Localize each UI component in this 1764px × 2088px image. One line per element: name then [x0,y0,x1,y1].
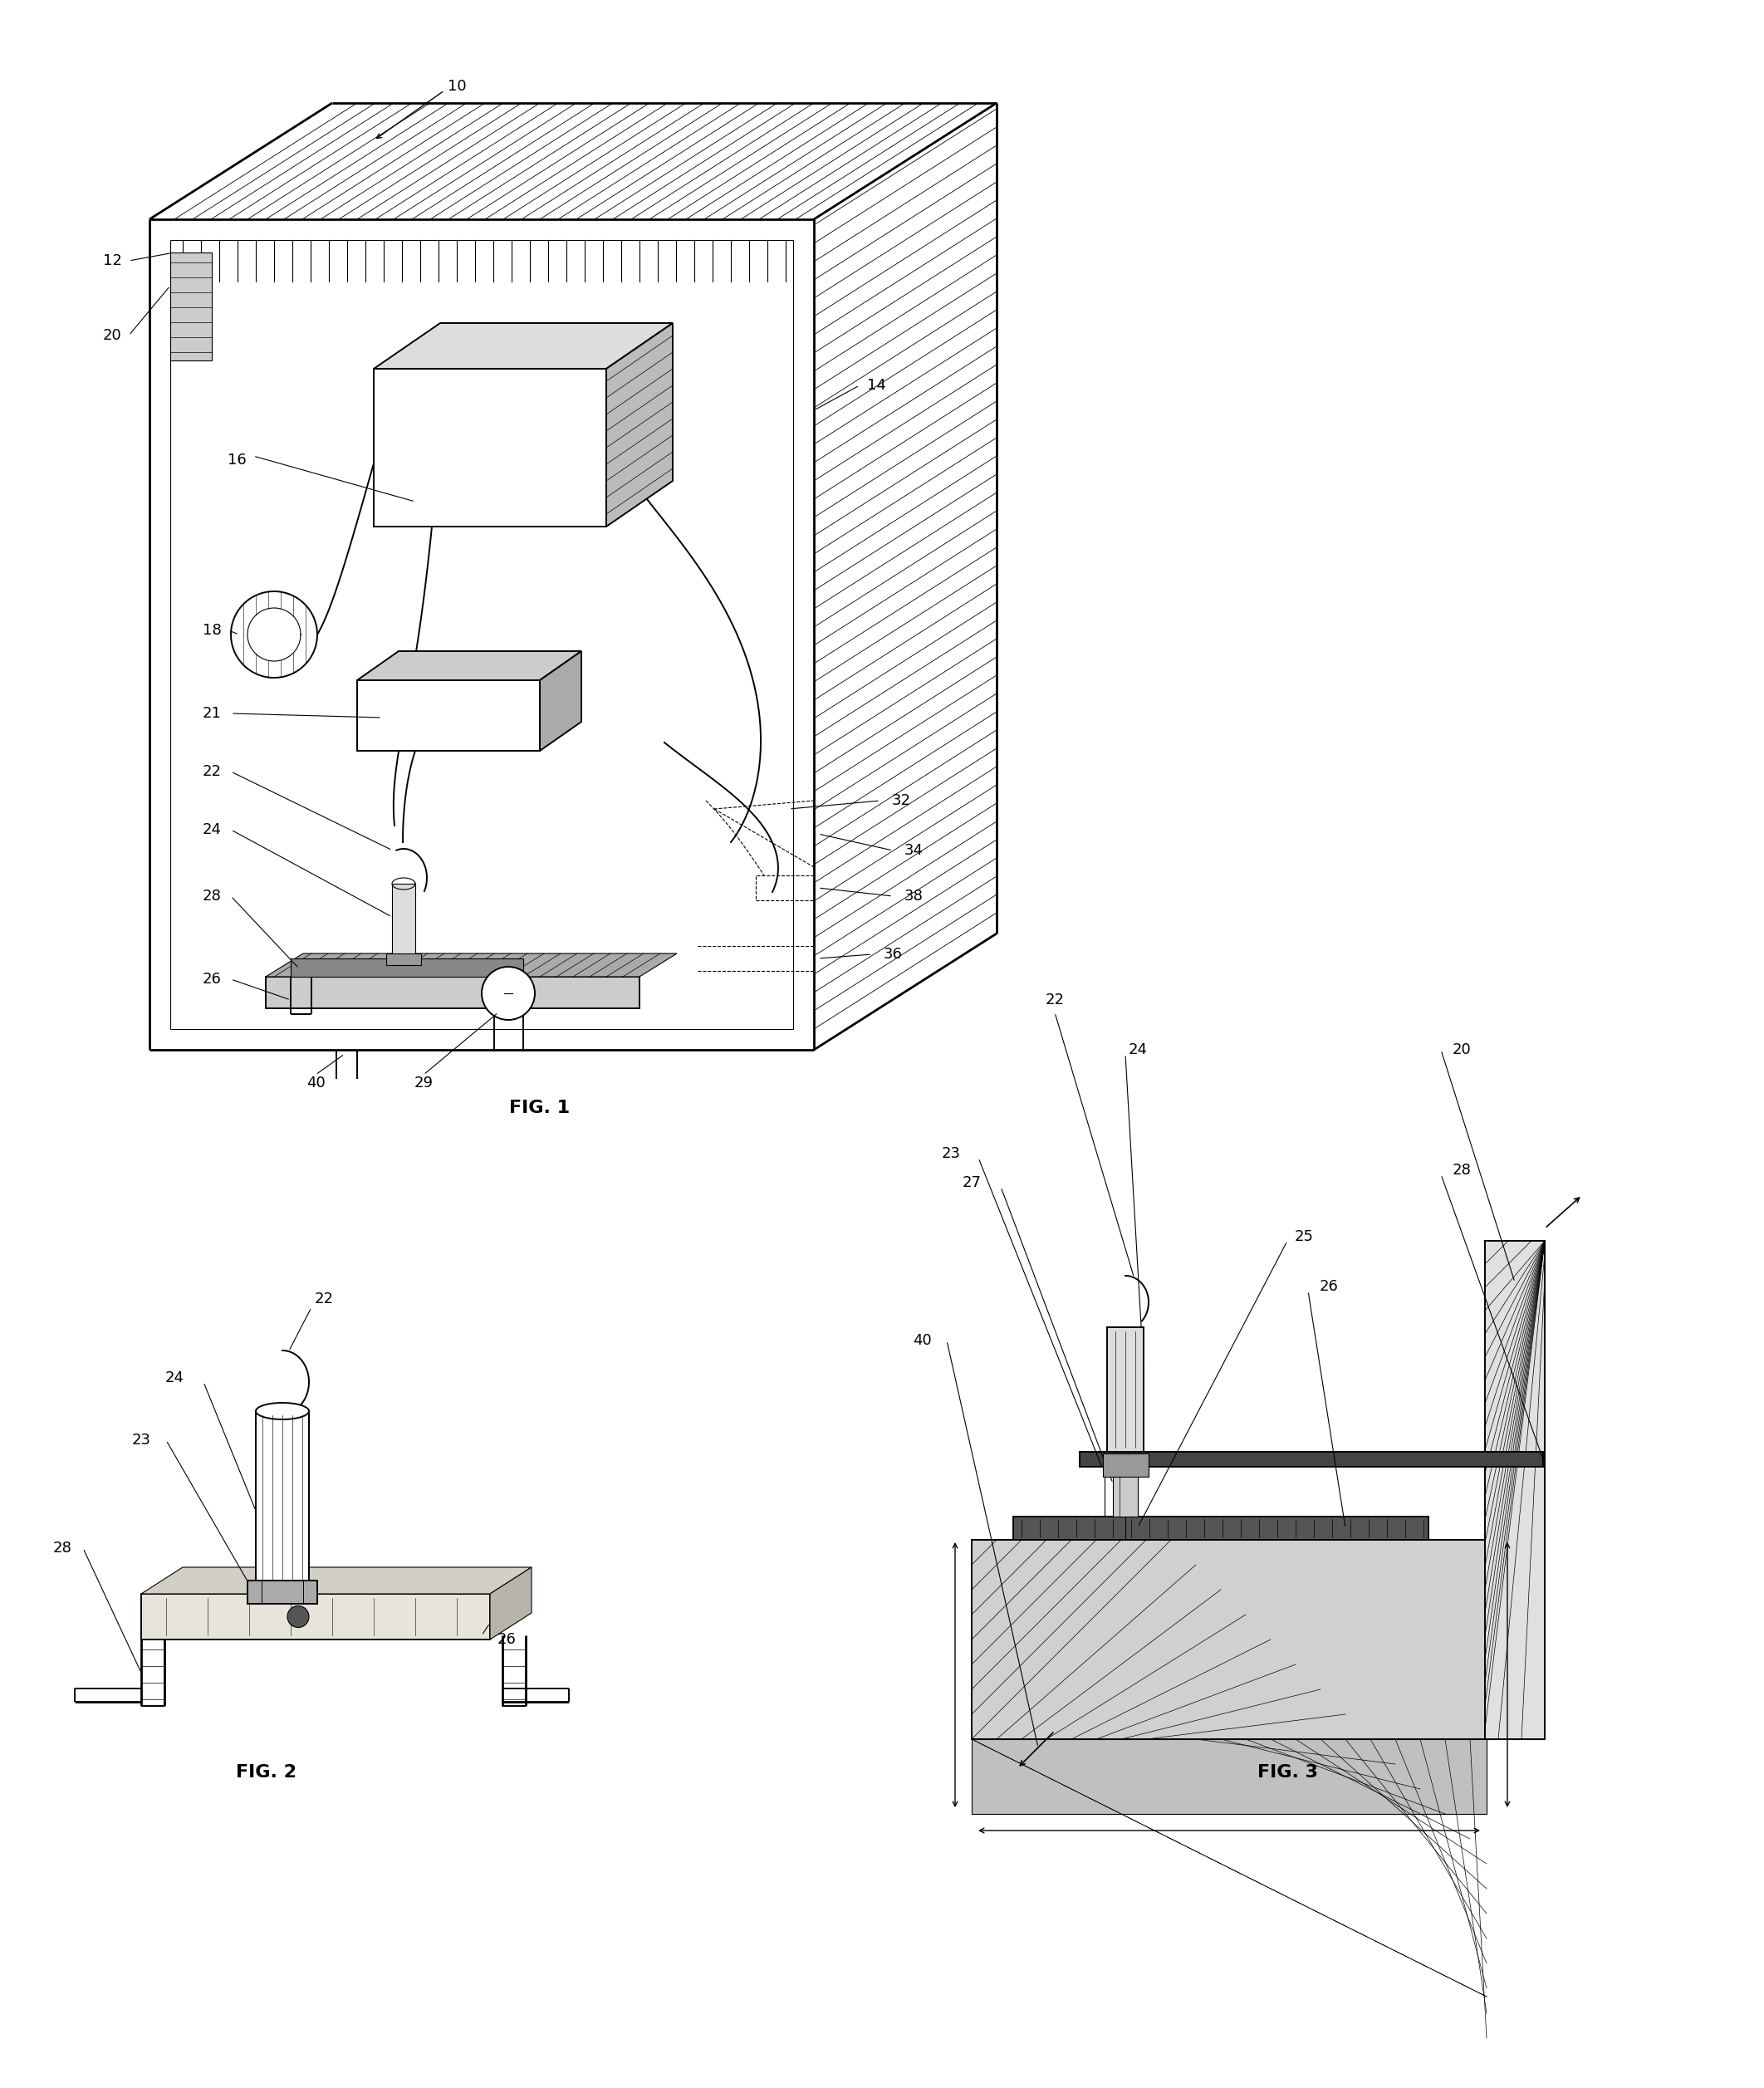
Text: 24: 24 [164,1370,183,1384]
Text: 26: 26 [1319,1280,1339,1295]
Circle shape [482,967,534,1019]
Bar [972,1739,1487,1814]
Bar [291,958,524,977]
Text: 38: 38 [905,889,923,904]
Text: 24: 24 [1129,1042,1147,1057]
Bar [141,1593,490,1639]
Bar [386,954,422,965]
Bar [356,681,540,752]
Polygon shape [540,651,582,752]
Text: 40: 40 [307,1075,325,1090]
Text: 26: 26 [497,1633,517,1647]
Text: 29: 29 [415,1075,434,1090]
Text: 14: 14 [866,378,886,393]
Text: FIG. 2: FIG. 2 [235,1764,296,1781]
Text: 21: 21 [203,706,220,720]
Polygon shape [490,1568,531,1639]
Text: 24: 24 [203,823,220,837]
Text: 28: 28 [53,1541,72,1556]
Text: FIG. 3: FIG. 3 [1258,1764,1318,1781]
Bar [392,883,415,958]
Bar [374,370,607,526]
Bar [247,1581,318,1604]
Polygon shape [141,1568,531,1593]
Text: 22: 22 [1046,992,1064,1006]
Text: 10: 10 [448,79,466,94]
Polygon shape [356,651,582,681]
Bar [1080,1451,1544,1466]
Text: 28: 28 [203,889,220,904]
Bar [1485,1240,1545,1739]
Text: 12: 12 [102,253,122,267]
Text: 27: 27 [961,1176,981,1190]
Text: 23: 23 [942,1146,960,1161]
Text: 32: 32 [891,793,910,808]
Text: 25: 25 [1295,1230,1314,1244]
Bar [171,253,212,361]
Polygon shape [266,954,677,977]
Text: 36: 36 [884,946,903,963]
Text: 18: 18 [203,622,220,637]
Bar [1113,1466,1138,1516]
Bar [266,977,640,1009]
Text: 22: 22 [314,1292,333,1307]
Text: 26: 26 [203,971,220,988]
Text: 23: 23 [132,1432,150,1447]
Text: 40: 40 [912,1332,931,1349]
Text: 20: 20 [1452,1042,1471,1057]
Text: 28: 28 [1452,1163,1471,1178]
Bar [256,1411,309,1593]
Bar [1013,1516,1429,1539]
Text: 20: 20 [102,328,122,342]
Bar [972,1539,1487,1739]
Text: 34: 34 [903,844,923,858]
Text: FIG. 1: FIG. 1 [510,1100,570,1117]
Text: 22: 22 [203,764,220,779]
Circle shape [288,1606,309,1627]
Text: 16: 16 [228,453,247,468]
Polygon shape [607,324,672,526]
Bar [1108,1328,1143,1451]
Bar [1102,1453,1148,1476]
Polygon shape [374,324,672,370]
